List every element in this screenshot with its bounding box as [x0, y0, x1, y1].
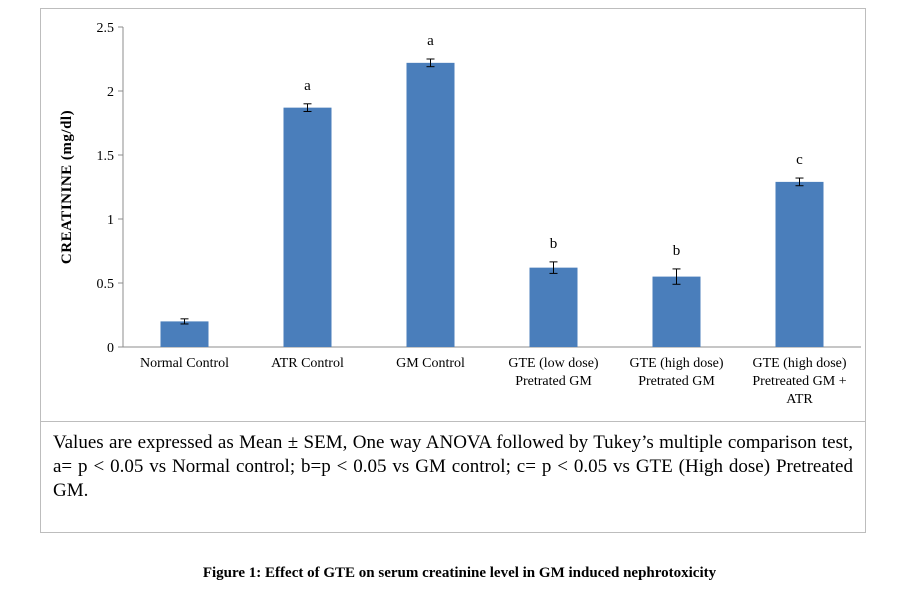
category-label-line: GM Control [396, 356, 465, 371]
category-label-line: GTE (high dose) [752, 356, 846, 371]
significance-label: a [304, 78, 311, 94]
significance-label: c [796, 152, 803, 168]
bar [652, 276, 701, 347]
category-label-line: ATR Control [271, 356, 344, 371]
category-label: GM Control [396, 356, 465, 371]
statistics-note: Values are expressed as Mean ± SEM, One … [40, 421, 866, 533]
category-label-line: Pretrated GM [638, 374, 715, 389]
y-tick-label: 1.5 [97, 149, 115, 164]
category-label-line: GTE (low dose) [508, 356, 599, 371]
category-label-line: ATR [786, 392, 813, 407]
bar [529, 267, 578, 347]
category-label: GTE (high dose) Pretreated GM + ATR [752, 356, 846, 407]
chart-frame: 0 0.5 1 1.5 2 2.5 CREATININE (mg/dl) Normal Con… [40, 8, 866, 422]
y-tick-label: 1 [107, 213, 114, 228]
significance-label: a [427, 33, 434, 49]
category-label: Normal Control [140, 356, 229, 371]
category-label-line: Pretreated GM + [752, 374, 846, 389]
category-label-line: GTE (high dose) [629, 356, 723, 371]
bar [160, 321, 209, 347]
category-label-line: Normal Control [140, 356, 229, 371]
statistics-note-text: Values are expressed as Mean ± SEM, One … [53, 432, 853, 501]
y-tick-label: 0.5 [97, 277, 115, 292]
bar-chart: 0 0.5 1 1.5 2 2.5 CREATININE (mg/dl) Normal Con… [59, 21, 861, 407]
bar [406, 62, 455, 348]
category-label: GTE (low dose) Pretrated GM [508, 356, 599, 389]
y-tick-label: 2 [107, 85, 114, 100]
significance-label: b [673, 243, 681, 259]
y-tick-label: 2.5 [97, 21, 115, 36]
category-label-line: Pretrated GM [515, 374, 592, 389]
y-axis-title: CREATININE (mg/dl) [59, 110, 75, 264]
bar [775, 181, 824, 347]
category-label: GTE (high dose) Pretrated GM [629, 356, 723, 389]
significance-label: b [550, 236, 558, 252]
bar [283, 107, 332, 347]
figure-caption: Figure 1: Effect of GTE on serum creatin… [202, 565, 717, 581]
category-label: ATR Control [271, 356, 344, 371]
y-tick-label: 0 [107, 341, 114, 356]
